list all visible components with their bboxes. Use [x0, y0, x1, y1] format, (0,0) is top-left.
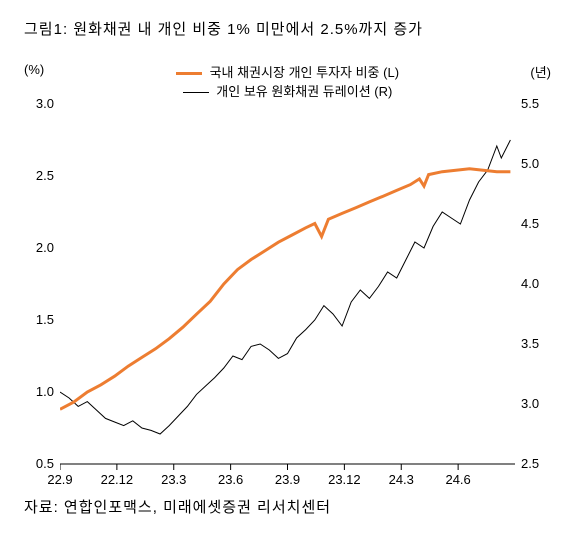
y-left-tick-label: 3.0: [20, 96, 54, 111]
y-right-tick-label: 4.5: [521, 216, 555, 231]
legend-item-series1: 국내 채권시장 개인 투자자 비중 (L): [176, 62, 399, 81]
x-tick-label: 23.9: [275, 472, 300, 487]
y-right-tick-label: 4.0: [521, 276, 555, 291]
legend-label-series2: 개인 보유 원화채권 듀레이션 (R): [216, 84, 392, 99]
x-tick-label: 23.12: [328, 472, 361, 487]
y-right-tick-label: 3.0: [521, 396, 555, 411]
chart-svg: [60, 104, 515, 472]
legend-item-series2: 개인 보유 원화채권 듀레이션 (R): [183, 81, 393, 100]
x-tick-label: 23.6: [218, 472, 243, 487]
legend-swatch-series1: [176, 72, 202, 75]
legend: 국내 채권시장 개인 투자자 비중 (L) 개인 보유 원화채권 듀레이션 (R…: [0, 62, 575, 100]
y-left-tick-label: 2.5: [20, 168, 54, 183]
x-tick-label: 22.12: [101, 472, 134, 487]
x-tick-label: 22.9: [47, 472, 72, 487]
y-left-tick-label: 2.0: [20, 240, 54, 255]
x-tick-label: 23.3: [161, 472, 186, 487]
y-left-tick-label: 1.5: [20, 312, 54, 327]
y-right-tick-label: 5.5: [521, 96, 555, 111]
y-right-tick-label: 2.5: [521, 456, 555, 471]
y-left-tick-label: 1.0: [20, 384, 54, 399]
y-left-tick-label: 0.5: [20, 456, 54, 471]
x-tick-label: 24.6: [445, 472, 470, 487]
chart-container: 그림1: 원화채권 내 개인 비중 1% 미만에서 2.5%까지 증가 (%) …: [0, 0, 575, 542]
y-right-tick-label: 5.0: [521, 156, 555, 171]
x-tick-label: 24.3: [389, 472, 414, 487]
chart-title: 그림1: 원화채권 내 개인 비중 1% 미만에서 2.5%까지 증가: [24, 18, 423, 39]
chart-source: 자료: 연합인포맥스, 미래에셋증권 리서치센터: [24, 496, 331, 517]
legend-label-series1: 국내 채권시장 개인 투자자 비중 (L): [210, 65, 399, 80]
legend-swatch-series2: [183, 92, 209, 93]
y-right-tick-label: 3.5: [521, 336, 555, 351]
chart-plot-area: [60, 104, 515, 464]
